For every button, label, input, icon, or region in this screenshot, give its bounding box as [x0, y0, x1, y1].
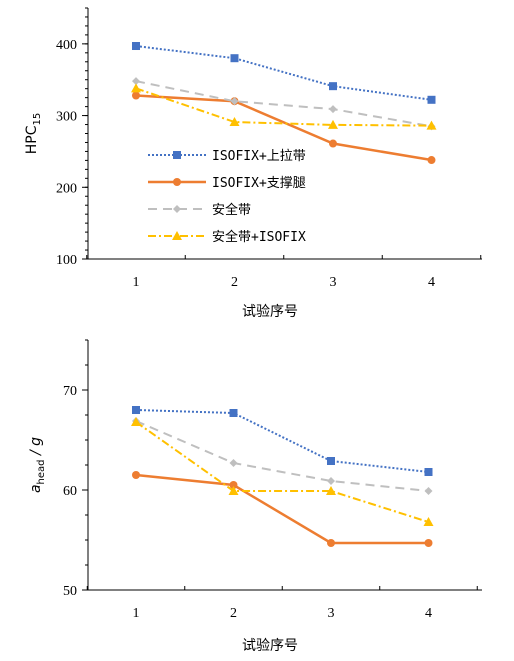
- data-point: [329, 105, 337, 114]
- x-tick-label: 3: [328, 606, 335, 621]
- data-point: [424, 539, 433, 547]
- data-point: [132, 77, 140, 86]
- data-point: [427, 95, 436, 104]
- x-axis-title: 试验序号: [242, 304, 298, 320]
- x-tick-label: 1: [133, 606, 140, 621]
- y-tick-label: 300: [56, 110, 77, 125]
- legend-label: 安全带+ISOFIX: [212, 229, 306, 245]
- series-2: [132, 91, 436, 165]
- data-point: [132, 406, 140, 414]
- series-4: [131, 417, 434, 526]
- data-point: [131, 417, 141, 426]
- legend-marker: [172, 231, 182, 240]
- data-point: [424, 487, 433, 495]
- legend-label: ISOFIX+支撑腿: [212, 176, 306, 191]
- y-axis-title-sub: 15: [32, 113, 43, 126]
- data-point: [329, 139, 337, 148]
- data-point: [230, 97, 239, 106]
- series-line: [135, 420, 429, 492]
- x-tick-label: 4: [425, 606, 432, 621]
- y-axis-title-sub: head: [36, 459, 47, 484]
- y-tick-label: 50: [63, 584, 77, 599]
- data-point: [423, 517, 434, 526]
- legend-marker: [173, 178, 181, 186]
- legend-label: ISOFIX+上拉带: [212, 149, 306, 164]
- series-line: [135, 80, 432, 128]
- data-point: [132, 91, 140, 100]
- series-2: [132, 471, 433, 547]
- y-tick-label: 70: [63, 384, 77, 399]
- data-point: [131, 83, 141, 93]
- data-point: [229, 117, 240, 127]
- x-tick-label: 2: [231, 275, 238, 290]
- chart-panel-2: 50 60 70 1 2 3 4 试验序号 ahead / g: [28, 339, 482, 654]
- series-1: [132, 42, 436, 104]
- y-axis-title-suffix: / g: [28, 437, 44, 460]
- data-point: [229, 481, 238, 489]
- y-tick-label: 400: [56, 38, 77, 53]
- data-point: [132, 471, 140, 479]
- y-axis-title-main: a: [28, 484, 44, 493]
- y-tick-label: 100: [56, 253, 77, 268]
- data-point: [329, 82, 337, 91]
- y-axis-title: HPC15: [24, 113, 43, 154]
- x-tick-label: 3: [330, 275, 337, 290]
- series-line: [135, 94, 432, 162]
- data-point: [327, 539, 335, 547]
- x-tick-label: 1: [133, 275, 140, 290]
- x-tick-label: 4: [428, 275, 435, 290]
- x-axis-title: 试验序号: [242, 638, 298, 654]
- legend-marker: [173, 151, 181, 159]
- data-point: [424, 468, 433, 476]
- legend-marker: [173, 205, 181, 213]
- data-point: [326, 486, 336, 495]
- series-line: [135, 409, 429, 473]
- y-tick-label: 200: [56, 181, 77, 196]
- x-tick-label: 2: [230, 606, 237, 621]
- series-line: [135, 421, 429, 523]
- y-axis-title-main: HPC: [24, 125, 40, 154]
- data-point: [327, 477, 335, 485]
- data-point: [228, 486, 239, 495]
- series-1: [132, 406, 433, 476]
- data-point: [230, 54, 239, 63]
- series-4: [131, 83, 437, 130]
- data-point: [427, 156, 436, 165]
- data-point: [426, 120, 437, 130]
- series-3: [132, 417, 433, 495]
- y-tick-label: 60: [63, 484, 77, 499]
- series-line: [135, 473, 429, 545]
- data-point: [229, 459, 238, 467]
- y-axis-title: ahead / g: [28, 437, 47, 493]
- data-point: [327, 457, 335, 465]
- data-point: [229, 409, 238, 417]
- series-line: [135, 45, 432, 101]
- data-point: [328, 119, 338, 129]
- legend-label: 安全带: [212, 202, 251, 218]
- series-line: [135, 87, 432, 127]
- data-point: [132, 42, 140, 51]
